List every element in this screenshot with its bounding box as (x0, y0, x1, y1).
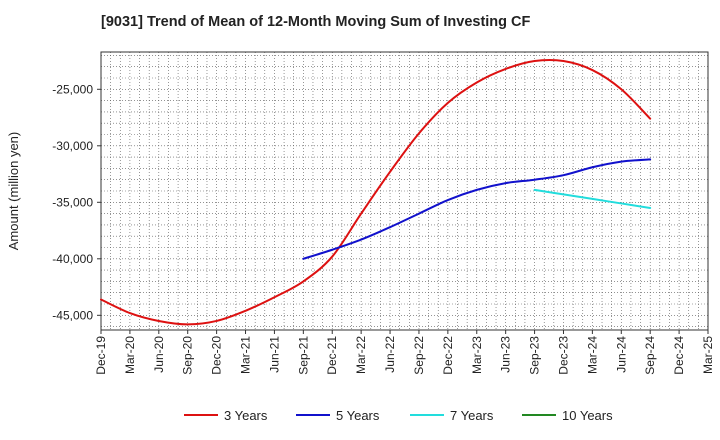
x-tick-label: Sep-22 (412, 336, 426, 375)
x-axis-ticks: Dec-19 Mar-20 Jun-20 Sep-20 Dec-20 Mar-21 Jun-… (94, 330, 715, 375)
legend-label: 5 Years (336, 408, 380, 423)
x-tick-label: Mar-21 (239, 336, 253, 374)
x-tick-label: Dec-24 (672, 336, 686, 375)
x-tick-label: Mar-25 (701, 336, 715, 374)
y-tick-label: -35,000 (52, 195, 93, 209)
series-line-5-years (302, 158, 652, 260)
y-tick-label: -25,000 (52, 82, 93, 96)
x-tick-label: Mar-24 (585, 336, 599, 374)
x-tick-label: Jun-24 (614, 336, 628, 373)
legend: 3 Years 5 Years 7 Years 10 Years (184, 408, 613, 423)
series-lines (100, 58, 652, 326)
y-tick-label: -30,000 (52, 139, 93, 153)
x-tick-label: Jun-23 (499, 336, 513, 373)
legend-label: 7 Years (450, 408, 494, 423)
legend-label: 3 Years (224, 408, 268, 423)
x-tick-label: Dec-20 (210, 336, 224, 375)
y-axis-ticks: -45,000 -40,000 -35,000 -30,000 -25,000 (52, 82, 101, 322)
legend-label: 10 Years (562, 408, 613, 423)
x-tick-label: Sep-24 (643, 336, 657, 375)
y-tick-label: -45,000 (52, 308, 93, 322)
series-line-7-years (533, 188, 652, 209)
x-tick-label: Jun-22 (383, 336, 397, 373)
grid (100, 52, 709, 330)
series-line-3-years (100, 58, 652, 326)
x-tick-label: Mar-20 (123, 336, 137, 374)
x-tick-label: Sep-20 (181, 336, 195, 375)
x-tick-label: Sep-23 (528, 336, 542, 375)
x-tick-label: Mar-22 (354, 336, 368, 374)
y-tick-label: -40,000 (52, 252, 93, 266)
x-tick-label: Jun-20 (152, 336, 166, 373)
x-tick-label: Jun-21 (267, 336, 281, 373)
y-axis-title: Amount (million yen) (6, 132, 21, 251)
x-tick-label: Dec-19 (94, 336, 108, 375)
x-tick-label: Sep-21 (296, 336, 310, 375)
plot-frame (100, 51, 709, 331)
chart-title: [9031] Trend of Mean of 12-Month Moving … (101, 14, 531, 30)
x-tick-label: Dec-23 (556, 336, 570, 375)
x-tick-label: Mar-23 (470, 336, 484, 374)
x-tick-label: Dec-21 (325, 336, 339, 375)
x-tick-label: Dec-22 (441, 336, 455, 375)
